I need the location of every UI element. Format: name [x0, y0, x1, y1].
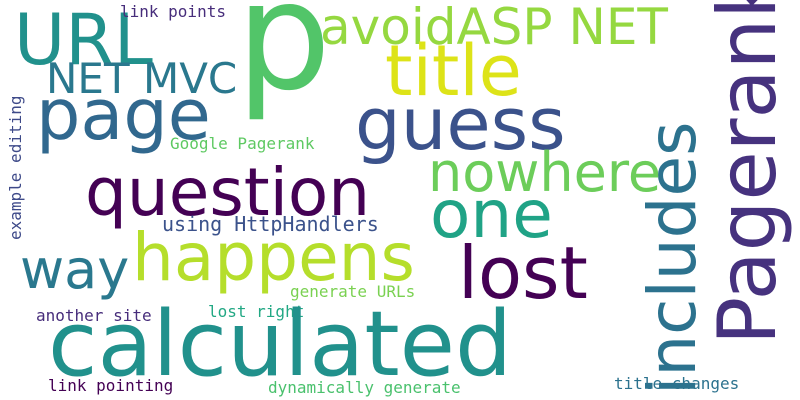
- word-page: page: [36, 74, 211, 156]
- word-another-site: another site: [36, 306, 152, 325]
- word-using-httphandlers: using HttpHandlers: [162, 212, 379, 236]
- word-pagerank: Pagerank: [701, 0, 794, 345]
- word-one: one: [430, 176, 553, 253]
- word-generate-urls: generate URLs: [290, 282, 416, 301]
- word-p: p: [236, 0, 332, 124]
- word-lost: lost: [458, 231, 588, 315]
- word-guess: guess: [355, 82, 566, 166]
- word-nowhere: nowhere: [428, 141, 662, 204]
- word-avoid-asp-net: avoidASP NET: [320, 0, 668, 56]
- word-happens: happens: [132, 219, 415, 296]
- word-question: question: [85, 154, 371, 231]
- word-link-points: link points: [120, 2, 226, 21]
- word-url: URL: [14, 0, 153, 81]
- word-title-changes: title changes: [614, 374, 740, 393]
- word-net-mvc: NET MVC: [46, 54, 238, 103]
- word-link-pointing: link pointing: [48, 376, 174, 395]
- word-example-editing: example editing: [6, 95, 25, 241]
- word-google-pagerank: Google Pagerank: [170, 134, 315, 153]
- word-lost-right: lost right: [208, 302, 305, 321]
- word-way: way: [20, 238, 130, 301]
- word-dynamically-generate: dynamically generate: [268, 378, 461, 397]
- word-title: title: [385, 30, 522, 112]
- word-calculated: calculated: [48, 292, 513, 397]
